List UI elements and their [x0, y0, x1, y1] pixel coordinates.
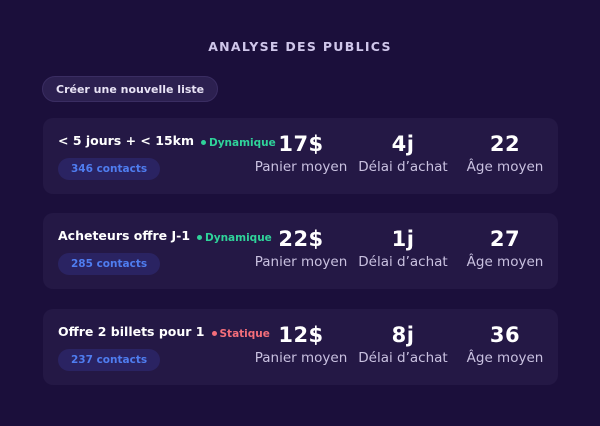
- metric-label: Panier moyen: [254, 254, 348, 270]
- metric-value: 12$: [278, 323, 324, 347]
- metric-average-basket: 12$ Panier moyen: [251, 323, 351, 366]
- contacts-count-badge[interactable]: 285 contacts: [58, 253, 161, 275]
- metric-value: 36: [489, 323, 521, 347]
- status-dot-icon: [211, 331, 217, 336]
- audience-card[interactable]: Offre 2 billets pour 1 Statique 237 cont…: [43, 309, 558, 385]
- page-title: ANALYSE DES PUBLICS: [208, 39, 392, 54]
- type-badge: Statique: [211, 327, 270, 340]
- metric-value: 1j: [391, 227, 415, 251]
- audience-name: Offre 2 billets pour 1: [58, 324, 205, 339]
- audience-header: Acheteurs offre J-1 Dynamique: [58, 228, 272, 244]
- status-dot-icon: [197, 235, 203, 240]
- metric-value: 8j: [391, 323, 415, 347]
- metric-label: Panier moyen: [254, 159, 348, 175]
- metric-value: 22: [489, 132, 521, 156]
- metric-label: Panier moyen: [254, 350, 348, 366]
- create-new-list-button[interactable]: Créer une nouvelle liste: [42, 76, 219, 102]
- metric-label: Âge moyen: [466, 350, 544, 366]
- metric-label: Délai d’achat: [358, 254, 448, 270]
- audience-name: Acheteurs offre J-1: [58, 228, 191, 243]
- metric-label: Âge moyen: [466, 159, 544, 175]
- metric-purchase-delay: 4j Délai d’achat: [353, 132, 453, 175]
- type-badge: Dynamique: [201, 137, 276, 149]
- metric-average-basket: 22$ Panier moyen: [251, 227, 351, 270]
- contacts-count-badge[interactable]: 237 contacts: [58, 349, 161, 371]
- audience-name: < 5 jours + < 15km: [58, 133, 194, 148]
- audience-header: < 5 jours + < 15km Dynamique: [58, 133, 276, 149]
- metric-value: 22$: [278, 227, 324, 251]
- status-dot-icon: [201, 140, 206, 145]
- metric-value: 27: [489, 227, 521, 251]
- metric-average-basket: 17$ Panier moyen: [251, 132, 351, 175]
- metric-average-age: 36 Âge moyen: [455, 323, 555, 366]
- metric-label: Délai d’achat: [358, 350, 448, 366]
- metric-purchase-delay: 1j Délai d’achat: [353, 227, 453, 270]
- metric-label: Âge moyen: [466, 254, 544, 270]
- audience-header: Offre 2 billets pour 1 Statique: [58, 324, 270, 340]
- audience-card[interactable]: Acheteurs offre J-1 Dynamique 285 contac…: [43, 213, 558, 289]
- metric-average-age: 27 Âge moyen: [455, 227, 555, 270]
- type-label: Statique: [219, 327, 270, 340]
- metric-value: 17$: [278, 132, 324, 156]
- metric-label: Délai d’achat: [358, 159, 448, 175]
- audience-card[interactable]: < 5 jours + < 15km Dynamique 346 contact…: [43, 118, 558, 194]
- type-label: Dynamique: [209, 136, 276, 149]
- metric-average-age: 22 Âge moyen: [455, 132, 555, 175]
- type-label: Dynamique: [205, 231, 272, 244]
- contacts-count-badge[interactable]: 346 contacts: [58, 158, 161, 180]
- metric-purchase-delay: 8j Délai d’achat: [353, 323, 453, 366]
- metric-value: 4j: [391, 132, 415, 156]
- type-badge: Dynamique: [197, 232, 272, 244]
